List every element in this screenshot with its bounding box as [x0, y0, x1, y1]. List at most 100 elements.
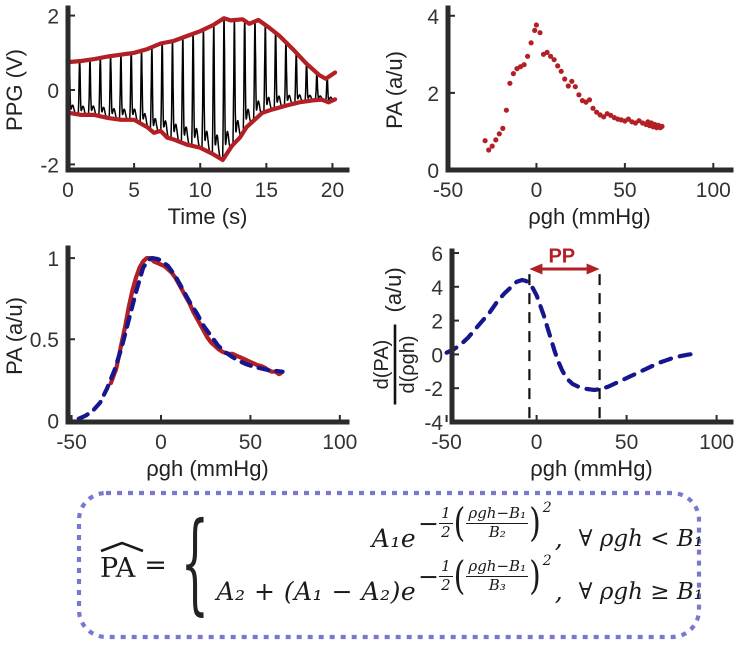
y-axis-label: PA (a/u) — [2, 297, 27, 375]
pa-scatter — [562, 76, 568, 82]
pa-scatter — [489, 143, 495, 149]
pa-scatter — [569, 78, 575, 84]
x-tick-label: 10 — [189, 179, 212, 202]
pa-scatter — [586, 97, 593, 103]
y-tick-label: 0 — [427, 160, 439, 183]
x-tick-label: 100 — [322, 431, 357, 454]
equation-case-1: A₁e − 1 2 ( ρgh−B₁ B₂ ) 2 — [216, 500, 726, 556]
y-tick-label: 0 — [431, 344, 443, 367]
squared-exponent: 2 — [542, 499, 552, 516]
y-tick-label: 1 — [47, 248, 59, 271]
gaussian-argument-fraction: ρgh−B₁ B₃ — [466, 557, 529, 594]
derivative-curve — [444, 277, 698, 392]
axes — [65, 245, 350, 425]
pa-hat-symbol: PA — [100, 541, 144, 584]
gaussian-argument-fraction: ρgh−B₁ B₂ — [466, 504, 529, 541]
cases-brace: { — [180, 500, 209, 628]
one-half-fraction: 1 2 — [439, 504, 453, 541]
y-tick-label: 2 — [427, 83, 439, 106]
x-tick-label: 50 — [239, 431, 262, 454]
pa-scatter — [503, 107, 509, 113]
ppg-signal — [67, 17, 337, 161]
case2-base: A₂ + (A₁ − A₂)e — [216, 577, 417, 606]
comma: , — [554, 524, 563, 553]
pa-scatter — [521, 62, 527, 68]
pa-scatter — [594, 109, 600, 115]
pa-scatter — [500, 125, 506, 131]
y-tick-label: 2 — [47, 6, 59, 29]
fraction-numerator: d(PA) — [371, 340, 393, 390]
pa-scatter — [576, 92, 582, 98]
x-tick-label: 50 — [615, 431, 638, 454]
envelope-upper — [65, 16, 338, 81]
pa-scatter — [572, 84, 578, 90]
case2-condition: ∀ ρgh ≥ B₁ — [578, 578, 703, 605]
y-tick-label: 6 — [431, 243, 443, 266]
equation-lhs: PA = — [100, 541, 167, 584]
pa-scatter — [590, 105, 596, 111]
x-axis-label: ρgh (mmHg) — [530, 456, 653, 481]
pa-scatter — [496, 131, 502, 137]
pa-measured-curve — [108, 256, 283, 386]
pa-scatter — [510, 71, 516, 77]
pa-scatter — [548, 53, 554, 59]
x-tick-label: -50 — [433, 179, 463, 202]
pp-arrowhead-left — [529, 263, 543, 275]
close-paren: ) — [529, 553, 541, 600]
axes — [449, 248, 734, 425]
y-tick-label: 0 — [47, 410, 59, 433]
equation-content: PA = { A₁e − 1 2 ( ρgh−B₁ — [76, 490, 703, 640]
pa-scatter — [528, 40, 534, 46]
case1-base: A₁e — [371, 524, 417, 553]
y-axis-label: PPG (V) — [2, 49, 27, 131]
pa-scatter — [565, 83, 571, 89]
minus-sign: − — [418, 562, 440, 591]
pa-scatter — [486, 147, 492, 153]
squared-exponent: 2 — [542, 552, 552, 569]
pa-scatter — [482, 138, 488, 144]
fraction-denominator: d(ρgh) — [397, 335, 419, 393]
x-axis-label: ρgh (mmHg) — [146, 456, 269, 481]
y-tick-label: -4 — [424, 412, 443, 435]
y-tick-label: -2 — [40, 154, 59, 177]
pa-scatter — [537, 30, 543, 36]
equation-cases: A₁e − 1 2 ( ρgh−B₁ B₂ ) 2 — [216, 500, 726, 609]
pp-label: PP — [548, 245, 575, 267]
x-tick-label: 50 — [613, 179, 636, 202]
y-axis-label: PA (a/u) — [382, 51, 407, 129]
y-tick-label: -2 — [424, 378, 443, 401]
equation-case-2: A₂ + (A₁ − A₂)e − 1 2 ( ρgh−B₁ B₃ ) — [216, 553, 726, 609]
x-tick-label: 20 — [321, 179, 344, 202]
y-axis-label-fraction: d(PA) d(ρgh) (a/u) — [371, 267, 419, 405]
y-tick-label: 4 — [427, 6, 439, 29]
x-tick-label: -50 — [431, 431, 461, 454]
y-tick-label: 0.5 — [30, 329, 59, 352]
pa-scatter — [493, 137, 499, 143]
x-tick-label: 0 — [62, 179, 74, 202]
x-tick-label: 5 — [128, 179, 140, 202]
pa-derivative-plot: PP -50 0 50 100 -4 -2 0 2 4 6 ρgh (mmHg) d(PA) d(ρgh)… — [371, 243, 734, 481]
equation-border — [76, 490, 702, 640]
pa-symbol: PA — [100, 552, 136, 584]
x-tick-label: -50 — [56, 431, 86, 454]
one-half-fraction: 1 2 — [439, 557, 453, 594]
minus-sign: − — [418, 509, 440, 538]
y-tick-label: 4 — [431, 277, 443, 300]
pa-scatter — [625, 116, 631, 122]
equals-sign: = — [144, 549, 167, 581]
x-tick-label: 15 — [255, 179, 278, 202]
open-paren: ( — [453, 500, 466, 547]
x-tick-label: 100 — [696, 179, 731, 202]
pa-scatter — [551, 57, 557, 63]
pa-scatter — [555, 63, 561, 69]
pa-scatter — [507, 80, 513, 86]
pa-scatter — [558, 68, 564, 74]
x-axis-label: ρgh (mmHg) — [528, 204, 651, 229]
pa-model-fit-curve — [76, 256, 285, 421]
case1-exponent: − 1 2 ( ρgh−B₁ B₂ ) 2 — [418, 500, 552, 547]
pa-scatter — [659, 123, 665, 129]
